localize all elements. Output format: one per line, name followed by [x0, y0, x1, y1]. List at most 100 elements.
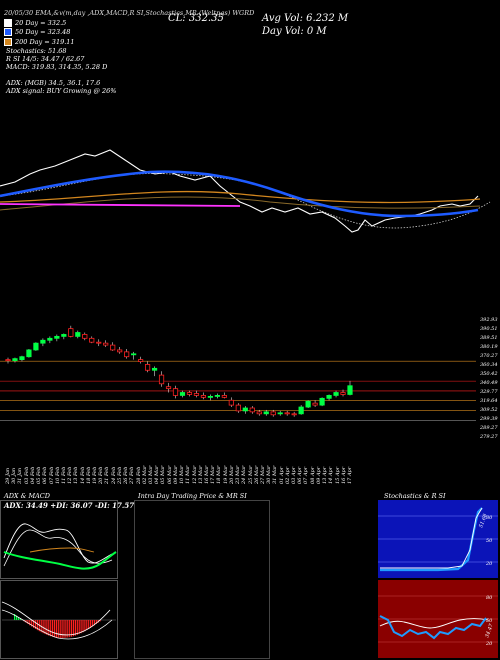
macd-panel [0, 580, 118, 659]
x-axis-label: 21 Feb [104, 466, 111, 484]
price-axis-label: 380.19 [480, 344, 498, 350]
stoch-label-20: 20 [485, 561, 493, 567]
rsi-readout: R SI 14/5: 34.47 / 62.67 [6, 55, 85, 63]
candle-body [256, 411, 262, 415]
stoch-white-line [380, 507, 483, 569]
macd-histogram-bar [99, 620, 101, 622]
candle-body [305, 400, 311, 408]
candle-body [131, 353, 137, 356]
x-axis-label: 12 Mar [191, 465, 198, 484]
x-axis-label: 27 Feb [129, 466, 136, 484]
x-axis-label: 03 Feb [23, 466, 30, 484]
candle-body [235, 404, 241, 412]
candle-body [263, 411, 269, 415]
candle-body [110, 344, 116, 351]
rsi-label-20: 20 [485, 641, 493, 647]
x-axis-label: 06 Mar [166, 465, 173, 484]
x-axis-label: 10 Feb [54, 466, 61, 484]
candle-body [172, 388, 179, 396]
macd-histogram-bar [31, 620, 33, 627]
macd-histogram-bar [34, 620, 37, 629]
ma200-line-b [0, 196, 481, 211]
candle-body [298, 406, 304, 415]
ma200-line [0, 190, 481, 204]
price-axis-label: 329.77 [480, 389, 498, 395]
macd-histogram-bar [36, 620, 38, 631]
x-axis-label: 05 Mar [160, 465, 167, 484]
macd-histogram-bar [91, 620, 94, 627]
candle-body [277, 412, 283, 415]
ma200-label: 200 Day = 319.11 [4, 38, 75, 46]
avg-volume: Avg Vol: 6.232 M [262, 13, 349, 24]
x-axis-label: 24 Mar [241, 465, 248, 484]
candle-body [242, 407, 248, 412]
macd-histogram-bar [59, 620, 61, 638]
x-axis-label: 31 Mar [272, 465, 279, 484]
macd-histogram-bar [15, 615, 18, 620]
price-axis-label: 350.42 [480, 371, 498, 377]
x-axis-label: 31 Jan [17, 467, 24, 484]
x-axis-label: 07 Feb [48, 466, 55, 484]
x-axis-label: 18 Mar [216, 465, 223, 484]
candle-body [333, 392, 339, 396]
price-axis-label: 390.51 [480, 326, 498, 332]
adx-panel-readout: ADX: 34.49 +DI: 36.07 -DI: 17.57 [4, 501, 135, 510]
macd-readout: MACD: 319.83, 314.35, 5.28 D [6, 63, 108, 71]
macd-histogram-bar [19, 618, 21, 620]
price-axis-label: 309.52 [480, 407, 498, 413]
ma20-swatch [4, 19, 12, 27]
candle-body [207, 395, 214, 398]
candle-body [19, 356, 25, 361]
candle-body [214, 395, 220, 397]
candle-body [249, 407, 255, 413]
macd-histogram-bar [63, 620, 65, 638]
adx-panel [0, 500, 118, 579]
macd-histogram-bar [67, 620, 69, 638]
macd-histogram-bar [65, 620, 67, 638]
rsi-white-line [379, 618, 489, 629]
macd-histogram-bar [29, 620, 31, 626]
macd-histogram-bar [90, 620, 92, 628]
stoch-panel-title: Stochastics & R SI [384, 492, 446, 500]
macd-histogram-bar [95, 620, 97, 625]
macd-histogram-bar [46, 620, 48, 635]
price-axis-label: 319.64 [480, 398, 498, 404]
price-axis-label: 299.39 [480, 416, 498, 422]
macd-histogram-bar [52, 620, 54, 637]
rsi-value: 34.47 [484, 622, 495, 638]
macd-histogram-bar [88, 620, 90, 629]
candle-body [340, 392, 346, 395]
x-axis-label: 26 Mar [253, 465, 260, 484]
macd-histogram-bar [48, 620, 50, 636]
x-axis-label: 13 Feb [73, 466, 80, 484]
header-line: 20/05/30 EMA,&v(m,day ,ADX,MACD,R SI,Sto… [4, 9, 255, 17]
macd-histogram-bar [72, 620, 75, 637]
candle-body [319, 397, 325, 406]
close-price: CL: 332.35 [168, 13, 224, 24]
candle-body [165, 386, 172, 390]
candle-body [221, 395, 227, 398]
macd-histogram-bar [55, 620, 57, 638]
stoch-label-80: 80 [486, 515, 493, 521]
adx-orange-line [29, 547, 95, 553]
macd-histogram-bar [80, 620, 82, 634]
x-axis-label: 28 Feb [135, 466, 142, 484]
x-axis-label: 19 Mar [222, 465, 229, 484]
candle-body [117, 349, 123, 353]
candle-body [186, 392, 193, 395]
ma50-swatch [4, 28, 12, 36]
macd-histogram-bar [74, 620, 76, 636]
candle-body [326, 395, 332, 399]
macd-histogram-bar [42, 620, 44, 634]
candle-body [347, 385, 353, 395]
macd-histogram-bar [78, 620, 80, 635]
candle-body [270, 411, 276, 416]
x-axis-label: 06 Feb [42, 466, 49, 484]
stoch-label-50: 50 [486, 538, 493, 544]
price-axis-label: 392.93 [480, 317, 498, 323]
intraday-panel-title: Intra Day Trading Price & MR SI [138, 492, 247, 500]
rsi-panel: 80 50 20 34.47 [378, 580, 498, 658]
candle-body [12, 358, 18, 361]
x-axis-label: 25 Mar [247, 465, 254, 484]
candle-body [179, 392, 186, 396]
